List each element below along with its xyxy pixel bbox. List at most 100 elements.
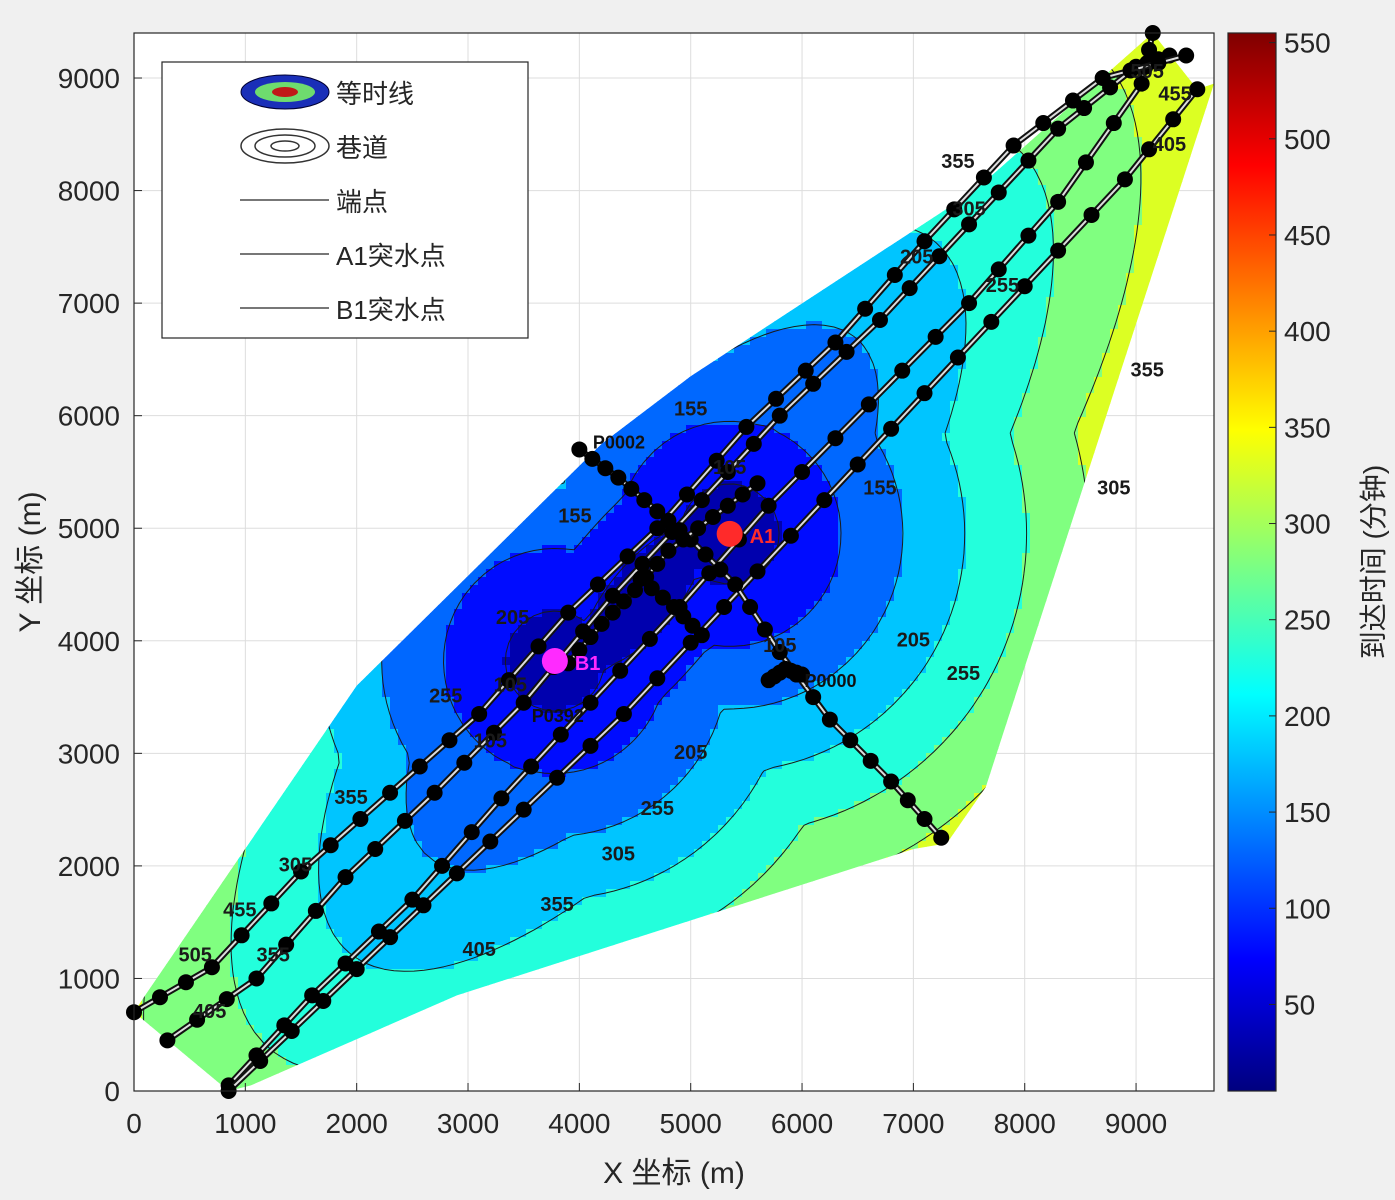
- contour-band-cell: [422, 817, 431, 826]
- contour-band-cell: [374, 857, 383, 866]
- contour-band-cell: [382, 681, 391, 690]
- contour-band-cell: [302, 1025, 311, 1034]
- contour-band-cell: [366, 969, 375, 978]
- contour-band-cell: [350, 793, 359, 802]
- contour-band-cell: [278, 1041, 287, 1050]
- contour-band-cell: [366, 761, 375, 770]
- contour-band-cell: [214, 1025, 223, 1034]
- contour-band-cell: [294, 809, 303, 818]
- contour-band-cell: [246, 889, 255, 898]
- contour-band-cell: [390, 705, 399, 714]
- contour-band-cell: [310, 1025, 319, 1034]
- contour-band-cell: [198, 937, 207, 946]
- contour-band-cell: [358, 913, 367, 922]
- contour-band-cell: [414, 809, 423, 818]
- contour-band-cell: [246, 937, 255, 946]
- contour-band-cell: [326, 849, 335, 858]
- contour-band-cell: [374, 873, 383, 882]
- contour-band-cell: [318, 969, 327, 978]
- contour-band-cell: [294, 945, 303, 954]
- contour-band-cell: [206, 985, 215, 994]
- contour-band-cell: [366, 1009, 375, 1018]
- contour-band-cell: [406, 721, 415, 730]
- contour-band-cell: [262, 1073, 271, 1082]
- contour-band-cell: [382, 969, 391, 978]
- contour-band-cell: [286, 1001, 295, 1010]
- contour-band-cell: [390, 673, 399, 682]
- contour-band-cell: [334, 769, 343, 778]
- contour-band-cell: [254, 961, 263, 970]
- contour-band-cell: [406, 833, 415, 842]
- contour-band-cell: [342, 985, 351, 994]
- contour-band-cell: [318, 745, 327, 754]
- contour-band-cell: [190, 993, 199, 1002]
- contour-band-cell: [214, 977, 223, 986]
- contour-band-cell: [286, 793, 295, 802]
- contour-band-cell: [270, 809, 279, 818]
- contour-band-cell: [358, 937, 367, 946]
- contour-band-cell: [406, 1009, 415, 1018]
- contour-band-cell: [382, 1001, 391, 1010]
- contour-band-cell: [422, 945, 431, 954]
- contour-band-cell: [190, 1057, 199, 1066]
- contour-band-cell: [366, 833, 375, 842]
- contour-band-cell: [342, 697, 351, 706]
- contour-band-cell: [374, 809, 383, 818]
- contour-band-cell: [214, 1041, 223, 1050]
- contour-band-cell: [254, 993, 263, 1002]
- contour-band-cell: [310, 889, 319, 898]
- contour-band-cell: [422, 625, 431, 634]
- contour-band-cell: [358, 737, 367, 746]
- contour-band-cell: [310, 1049, 319, 1058]
- contour-band-cell: [158, 977, 167, 986]
- contour-band-cell: [246, 857, 255, 866]
- contour-band-cell: [398, 825, 407, 834]
- contour-band-cell: [254, 937, 263, 946]
- contour-band-cell: [366, 729, 375, 738]
- contour-band-cell: [174, 953, 183, 962]
- contour-band-cell: [382, 897, 391, 906]
- contour-band-cell: [286, 849, 295, 858]
- contour-band-cell: [150, 1017, 159, 1026]
- contour-band-cell: [278, 801, 287, 810]
- contour-band-cell: [294, 953, 303, 962]
- contour-band-cell: [230, 1041, 239, 1050]
- contour-band-cell: [262, 833, 271, 842]
- contour-band-cell: [190, 1041, 199, 1050]
- contour-band-cell: [190, 945, 199, 954]
- contour-band-cell: [286, 1049, 295, 1058]
- contour-band-cell: [326, 737, 335, 746]
- contour-band-cell: [374, 1025, 383, 1034]
- contour-band-cell: [406, 993, 415, 1002]
- contour-band-cell: [278, 865, 287, 874]
- contour-band-cell: [198, 921, 207, 930]
- contour-band-cell: [206, 993, 215, 1002]
- contour-band-cell: [230, 961, 239, 970]
- contour-band-cell: [246, 1001, 255, 1010]
- contour-band-cell: [270, 873, 279, 882]
- contour-band-cell: [398, 833, 407, 842]
- contour-band-cell: [302, 897, 311, 906]
- contour-band-cell: [390, 777, 399, 786]
- contour-band-cell: [326, 929, 335, 938]
- contour-band-cell: [358, 793, 367, 802]
- contour-band-cell: [206, 913, 215, 922]
- contour-band-cell: [390, 769, 399, 778]
- contour-band-cell: [334, 913, 343, 922]
- contour-band-cell: [422, 953, 431, 962]
- contour-band-cell: [254, 1001, 263, 1010]
- contour-band-cell: [398, 937, 407, 946]
- contour-band-cell: [214, 921, 223, 930]
- contour-band-cell: [422, 857, 431, 866]
- contour-band-cell: [310, 849, 319, 858]
- contour-band-cell: [382, 673, 391, 682]
- contour-band-cell: [374, 721, 383, 730]
- contour-band-cell: [398, 785, 407, 794]
- contour-band-cell: [294, 1033, 303, 1042]
- contour-band-cell: [310, 801, 319, 810]
- contour-band-cell: [414, 857, 423, 866]
- contour-band-cell: [334, 737, 343, 746]
- contour-band-cell: [366, 873, 375, 882]
- contour-band-cell: [422, 689, 431, 698]
- contour-band-cell: [342, 745, 351, 754]
